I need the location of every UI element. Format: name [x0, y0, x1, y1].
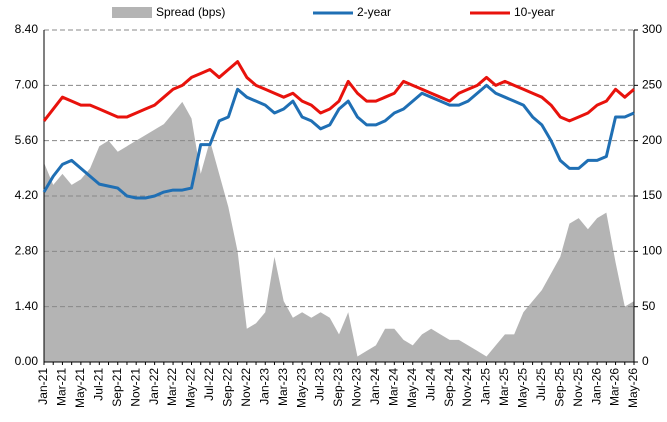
- x-tick-label: May-23: [294, 368, 308, 408]
- x-tick-label: Mar-24: [386, 368, 400, 406]
- x-tick-label: Jul-23: [313, 368, 327, 401]
- x-tick-label: Nov-24: [460, 368, 474, 407]
- legend-label: Spread (bps): [156, 5, 225, 19]
- line: [42, 83, 635, 200]
- x-tick-label: Nov-25: [571, 368, 585, 407]
- x-tick-label: Mar-26: [608, 368, 622, 406]
- y2-tick-label: 300: [642, 22, 662, 36]
- y2-tick-label: 50: [642, 299, 656, 313]
- legend-label: 2-year: [357, 5, 391, 19]
- x-tick-label: Mar-21: [55, 368, 69, 406]
- x-tick-label: Mar-23: [276, 368, 290, 406]
- y2-tick-label: 100: [642, 244, 662, 258]
- y-tick-label: 5.60: [15, 133, 39, 147]
- x-tick-label: Jan-21: [36, 368, 50, 405]
- x-tick-label: Sep-24: [442, 368, 456, 407]
- x-tick-label: May-24: [405, 368, 419, 408]
- y2-tick-label: 150: [642, 188, 662, 202]
- y-tick-label: 1.40: [15, 299, 39, 313]
- x-tick-label: May-21: [73, 368, 87, 408]
- x-tick-label: Jan-25: [479, 368, 493, 405]
- x-tick-label: Sep-22: [221, 368, 235, 407]
- area: [44, 101, 634, 362]
- y2-tick-label: 250: [642, 78, 662, 92]
- x-tick-label: Jul-24: [423, 368, 437, 401]
- line: [42, 60, 635, 123]
- y-tick-label: 0.00: [15, 354, 39, 368]
- x-tick-label: Jan-24: [368, 368, 382, 405]
- y-tick-label: 4.20: [15, 188, 39, 202]
- x-tick-label: Jul-21: [91, 368, 105, 401]
- x-tick-label: Mar-25: [497, 368, 511, 406]
- x-tick-label: Jul-25: [534, 368, 548, 401]
- x-tick-label: May-25: [516, 368, 530, 408]
- x-tick-label: May-26: [626, 368, 640, 408]
- y-tick-label: 8.40: [15, 22, 39, 36]
- y2-tick-label: 0: [642, 354, 649, 368]
- x-tick-label: May-22: [184, 368, 198, 408]
- x-tick-label: Sep-21: [110, 368, 124, 407]
- x-tick-label: Mar-22: [165, 368, 179, 406]
- x-tick-label: Sep-25: [552, 368, 566, 407]
- x-tick-label: Nov-23: [350, 368, 364, 407]
- y-tick-label: 2.80: [15, 244, 39, 258]
- y2-tick-label: 200: [642, 133, 662, 147]
- legend-swatch: [112, 7, 152, 18]
- x-tick-label: Jan-22: [147, 368, 161, 405]
- legend-label: 10-year: [514, 5, 555, 19]
- y-tick-label: 7.00: [15, 78, 39, 92]
- x-tick-label: Jan-23: [257, 368, 271, 405]
- x-tick-label: Jan-26: [589, 368, 603, 405]
- x-tick-label: Nov-21: [128, 368, 142, 407]
- x-tick-label: Sep-23: [331, 368, 345, 407]
- x-tick-label: Jul-22: [202, 368, 216, 401]
- x-tick-label: Nov-22: [239, 368, 253, 407]
